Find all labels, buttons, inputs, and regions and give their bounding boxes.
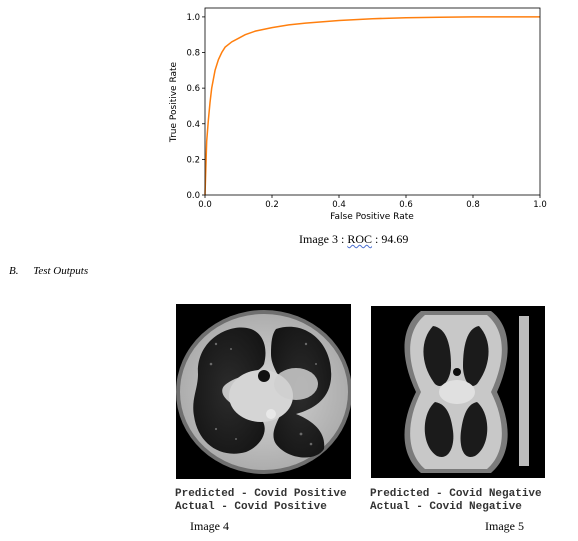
plot-frame (204, 7, 541, 196)
actual-label: Actual - Covid Positive (175, 501, 327, 513)
x-tick-label: 1.0 (533, 200, 547, 210)
x-axis-label: False Positive Rate (330, 212, 414, 222)
predicted-label: Predicted - Covid Negative (370, 488, 542, 500)
roc-curve (204, 16, 540, 196)
x-tick-label: 0.8 (466, 200, 480, 210)
x-tick-label: 0.4 (332, 200, 346, 210)
x-tick-label: 0.0 (198, 200, 212, 210)
x-tick-label: 0.2 (265, 200, 279, 210)
y-tick-label: 0.2 (186, 155, 200, 165)
caption-prefix: Image 3 : (299, 232, 348, 246)
y-tick-label: 1.0 (186, 13, 200, 23)
figure-caption-image4: Image 4 (190, 519, 229, 533)
section-letter: B. (9, 265, 19, 277)
ct-scan-image-5 (371, 306, 545, 478)
output-label-image-5: Predicted - Covid Negative Actual - Covi… (370, 488, 542, 514)
figure-caption-image3: Image 3 : ROC : 94.69 (299, 232, 408, 247)
predicted-label: Predicted - Covid Positive (175, 488, 347, 500)
caption-suffix: : 94.69 (372, 232, 409, 246)
roc-chart: 0.0 0.2 0.4 0.6 0.8 1.0 0.0 0.2 0.4 0.6 0.8 1.0 Fa… (169, 7, 547, 222)
y-tick-label: 0.8 (186, 49, 200, 59)
ct-scan-image-4 (176, 304, 351, 479)
y-tick-label: 0.0 (186, 191, 200, 201)
actual-label: Actual - Covid Negative (370, 501, 522, 513)
section-title: Test Outputs (33, 265, 89, 277)
x-tick-label: 0.6 (399, 200, 413, 210)
output-label-image-4: Predicted - Covid Positive Actual - Covi… (175, 488, 347, 514)
y-axis-label: True Positive Rate (169, 61, 179, 143)
figure-caption-image5: Image 5 (485, 519, 524, 533)
y-tick-label: 0.4 (186, 120, 200, 130)
caption-roc: ROC (347, 232, 373, 246)
section-heading: B. Test Outputs (9, 265, 88, 277)
y-tick-label: 0.6 (186, 84, 200, 94)
